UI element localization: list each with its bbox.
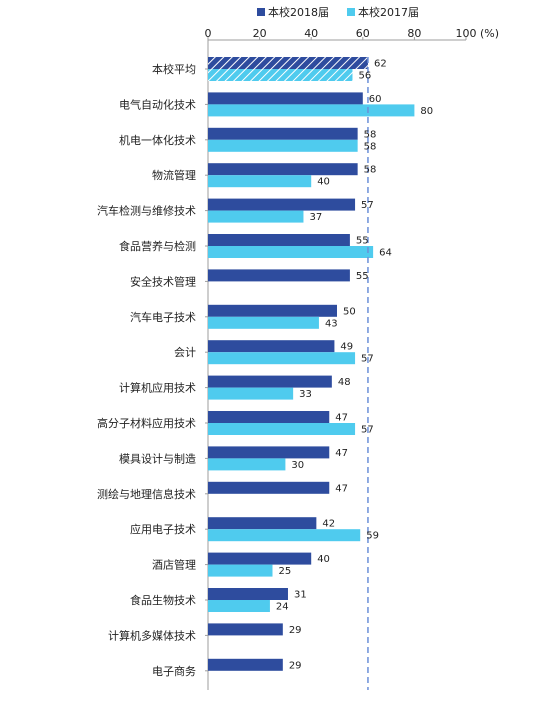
value-label-series-2: 56 — [358, 71, 371, 82]
x-tick-label-0: 0 — [205, 27, 212, 40]
value-label-series-1: 58 — [364, 129, 377, 140]
bar-series-2 — [208, 352, 356, 365]
category-label: 电子商务 — [152, 664, 196, 678]
value-label-series-2: 25 — [279, 566, 292, 577]
bar-series-2 — [208, 564, 273, 577]
category-label: 计算机多媒体技术 — [108, 628, 196, 642]
category-label: 本校平均 — [152, 62, 196, 76]
category-label: 模具设计与制造 — [119, 451, 196, 465]
bar-series-1 — [208, 92, 363, 105]
bar-series-2 — [208, 529, 361, 542]
x-tick-label-60: 60 — [356, 27, 370, 40]
category-label: 测绘与地理信息技术 — [97, 487, 196, 501]
bar-series-2 — [208, 316, 319, 329]
bar-series-1 — [208, 658, 283, 671]
bars — [208, 57, 415, 671]
bar-series-1 — [208, 304, 337, 317]
legend-label-1: 本校2018届 — [268, 5, 329, 19]
value-label-series-1: 50 — [343, 306, 356, 317]
bar-series-1 — [208, 269, 350, 282]
value-label-series-1: 57 — [361, 200, 374, 211]
legend-label-2: 本校2017届 — [358, 5, 419, 19]
x-tick-label-100: 100 — [456, 27, 477, 40]
bar-series-2 — [208, 175, 312, 188]
value-label-series-1: 55 — [356, 271, 369, 282]
bar-series-1 — [208, 446, 330, 459]
category-label: 汽车检测与维修技术 — [97, 204, 196, 218]
category-label: 计算机应用技术 — [119, 381, 196, 395]
value-label-series-2: 30 — [291, 460, 304, 471]
bar-series-1 — [208, 340, 335, 353]
unit-label: (%) — [480, 27, 499, 40]
bar-series-2 — [208, 104, 415, 117]
bar-series-1 — [208, 411, 330, 423]
bar-series-1 — [208, 198, 356, 211]
value-label-series-1: 47 — [335, 448, 348, 459]
value-label-series-1: 48 — [338, 377, 351, 388]
value-label-series-2: 59 — [366, 531, 379, 542]
category-label: 物流管理 — [152, 168, 196, 182]
x-tick-label-20: 20 — [253, 27, 267, 40]
bar-series-1 — [208, 163, 358, 176]
bar-series-2 — [208, 210, 304, 223]
legend: 本校2018届 本校2017届 — [257, 5, 419, 19]
legend-swatch-2 — [347, 8, 355, 16]
category-label: 汽车电子技术 — [130, 310, 196, 324]
bar-series-1 — [208, 234, 350, 246]
value-label-series-1: 47 — [335, 413, 348, 424]
bar-series-1 — [208, 127, 358, 140]
value-label-series-1: 29 — [289, 625, 302, 636]
value-label-series-1: 62 — [374, 59, 387, 70]
value-label-series-1: 31 — [294, 590, 307, 601]
bar-series-2 — [208, 423, 356, 435]
value-label-series-1: 47 — [335, 483, 348, 494]
value-label-series-1: 42 — [322, 519, 335, 530]
value-label-series-1: 49 — [340, 342, 353, 353]
category-label: 食品营养与检测 — [119, 239, 196, 253]
value-label-series-2: 80 — [420, 106, 433, 117]
bar-series-1 — [208, 623, 283, 636]
bar-series-2 — [208, 246, 374, 258]
category-label: 电气自动化技术 — [119, 97, 196, 111]
value-label-series-2: 24 — [276, 602, 289, 613]
value-label-series-2: 57 — [361, 354, 374, 365]
bar-series-2 — [208, 600, 270, 612]
category-label: 高分子材料应用技术 — [97, 416, 196, 430]
value-label-series-2: 33 — [299, 389, 312, 400]
bar-series-2 — [208, 69, 353, 81]
value-label-series-2: 64 — [379, 248, 392, 259]
category-label: 安全技术管理 — [130, 274, 196, 288]
bar-series-2 — [208, 458, 286, 471]
bar-series-1 — [208, 552, 312, 565]
bar-series-1 — [208, 375, 332, 388]
value-label-series-2: 43 — [325, 318, 338, 329]
category-label: 会计 — [174, 346, 196, 359]
bar-series-2 — [208, 139, 358, 152]
value-label-series-2: 57 — [361, 425, 374, 436]
value-label-series-2: 40 — [317, 177, 330, 188]
legend-swatch-1 — [257, 8, 265, 16]
category-label: 食品生物技术 — [130, 593, 196, 607]
category-label: 酒店管理 — [152, 558, 196, 572]
value-label-series-2: 37 — [309, 212, 322, 223]
x-tick-label-80: 80 — [407, 27, 421, 40]
x-tick-label-40: 40 — [304, 27, 318, 40]
value-label-series-1: 58 — [364, 165, 377, 176]
value-label-series-1: 55 — [356, 236, 369, 247]
category-label: 机电一体化技术 — [119, 133, 196, 147]
value-label-series-2: 58 — [364, 141, 377, 152]
value-label-series-1: 60 — [369, 94, 382, 105]
bar-series-2 — [208, 387, 294, 400]
category-label: 应用电子技术 — [130, 522, 196, 536]
bar-series-1 — [208, 517, 317, 530]
bar-series-1 — [208, 588, 288, 600]
bar-series-1 — [208, 57, 368, 69]
bar-series-1 — [208, 481, 330, 494]
value-label-series-1: 40 — [317, 554, 330, 565]
value-label-series-1: 29 — [289, 660, 302, 671]
